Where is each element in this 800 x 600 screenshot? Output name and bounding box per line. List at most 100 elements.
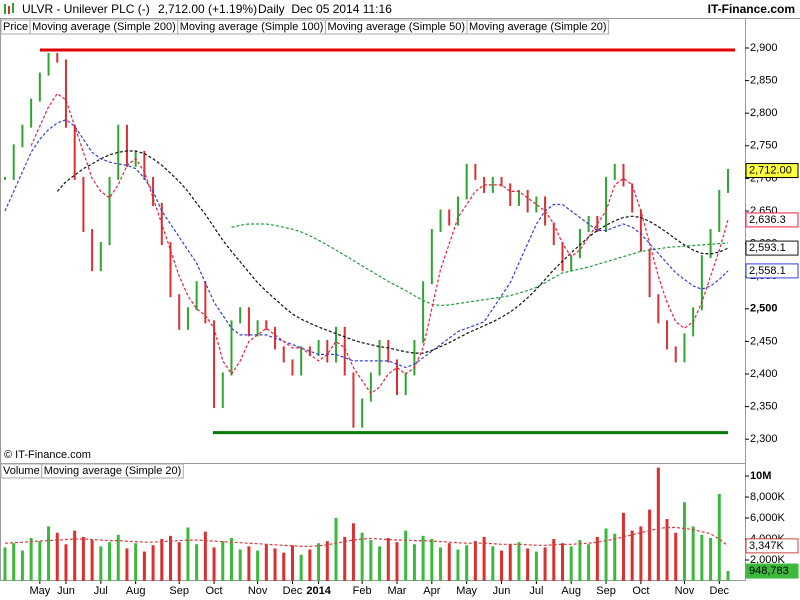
volume-bar: [526, 548, 530, 581]
price-bar: [117, 124, 120, 180]
price-bar: [413, 339, 416, 376]
volume-bar: [47, 526, 51, 581]
price-bar: [465, 163, 468, 200]
x-tick-label: Dec: [710, 585, 730, 597]
x-tick-label: 2014: [306, 585, 331, 597]
price-bar: [474, 163, 477, 180]
last-value-box: [745, 263, 799, 279]
price-bar: [378, 339, 381, 376]
volume-bar: [552, 539, 556, 581]
price-bar: [108, 176, 111, 246]
price-bar: [169, 242, 172, 298]
price-bar: [535, 196, 538, 213]
y-tick-label: 2,800: [750, 107, 778, 119]
volume-bar: [412, 544, 416, 581]
price-bar: [666, 320, 669, 350]
period: Daily Dec 05 2014 11:16: [258, 2, 392, 16]
y-tick-label: 10M: [750, 470, 771, 482]
volume-bar: [517, 542, 521, 581]
volume-bar: [99, 546, 103, 581]
volume-bar: [587, 544, 591, 581]
brand: IT-Finance.com: [708, 2, 795, 16]
volume-bar: [482, 536, 486, 581]
price-bar: [718, 189, 721, 233]
volume-bar: [595, 536, 599, 581]
volume-bar: [621, 512, 625, 581]
volume-bar: [203, 531, 207, 581]
volume-bar: [12, 543, 16, 581]
volume-bar: [630, 530, 634, 581]
legend-entry: Volume: [3, 465, 40, 477]
volume-bar: [73, 530, 77, 581]
moving-average: [231, 223, 729, 307]
price-bar: [195, 281, 198, 311]
price-bar: [509, 183, 512, 206]
price-bar: [456, 196, 459, 226]
price-bar: [648, 248, 651, 298]
last-value-label: 2,558.1: [749, 265, 786, 277]
volume-bar: [439, 547, 443, 581]
price-bar: [500, 176, 503, 187]
volume-bar: [534, 551, 538, 581]
last-value-box: [745, 563, 799, 579]
price-bar: [395, 359, 398, 396]
volume-bar: [700, 534, 704, 581]
volume-average: [4, 526, 729, 547]
last-value-box: [745, 240, 799, 256]
price-bar: [230, 320, 233, 376]
volume-bar: [90, 540, 94, 581]
last-value-label: 2,593.1: [749, 242, 786, 254]
price-bar: [64, 59, 67, 128]
last-value-label: 948,783: [749, 565, 789, 577]
watermark: © IT-Finance.com: [4, 449, 91, 461]
price-bar: [12, 144, 15, 180]
volume-bar: [195, 544, 199, 581]
price-bar: [387, 339, 390, 363]
volume-bar: [351, 523, 355, 581]
volume-bar: [169, 535, 173, 581]
price-bar: [369, 372, 372, 402]
x-tick-label: Sep: [596, 585, 616, 597]
volume-bar: [317, 543, 321, 581]
y-tick-label: 2,900: [750, 42, 778, 54]
volume-bar: [212, 547, 216, 581]
price-bar: [335, 326, 338, 363]
x-tick-label: Aug: [126, 585, 146, 597]
legend-entry: Moving average (Simple 20): [469, 21, 607, 33]
volume-bar: [378, 546, 382, 581]
price-bar: [73, 124, 76, 180]
y-tick-label: 2,850: [750, 74, 778, 86]
price-bar: [221, 372, 224, 409]
price-bar: [657, 294, 660, 324]
y-tick-label: 2,500: [750, 303, 778, 315]
price-bar: [38, 72, 41, 102]
last-value-box: [745, 163, 799, 179]
price-bar: [517, 189, 520, 206]
volume-bar: [386, 537, 390, 581]
volume-bar: [491, 546, 495, 581]
x-tick-label: May: [29, 585, 50, 597]
last-value-label: 2,636.3: [749, 214, 786, 226]
last-value-box: [745, 212, 799, 228]
price-bar: [727, 169, 729, 193]
legend-box: [466, 19, 610, 35]
volume-bar: [38, 541, 42, 581]
price-bar: [213, 320, 216, 409]
legend-entry: Price: [3, 21, 28, 33]
price-bar: [186, 307, 189, 330]
volume-bar: [560, 543, 564, 581]
volume-bar: [29, 537, 33, 581]
volume-bar: [116, 534, 120, 581]
volume-bar: [456, 549, 460, 581]
price-bar: [352, 372, 355, 428]
volume-bar: [325, 541, 329, 581]
x-tick-label: Oct: [632, 585, 649, 597]
volume-bar: [64, 544, 68, 581]
volume-bar: [360, 532, 364, 581]
volume-bar: [247, 546, 251, 581]
last-value-label: 3,347K: [749, 540, 785, 552]
price-bar: [239, 307, 242, 324]
y-tick-label: 2,450: [750, 335, 778, 347]
price-bar: [82, 176, 85, 233]
